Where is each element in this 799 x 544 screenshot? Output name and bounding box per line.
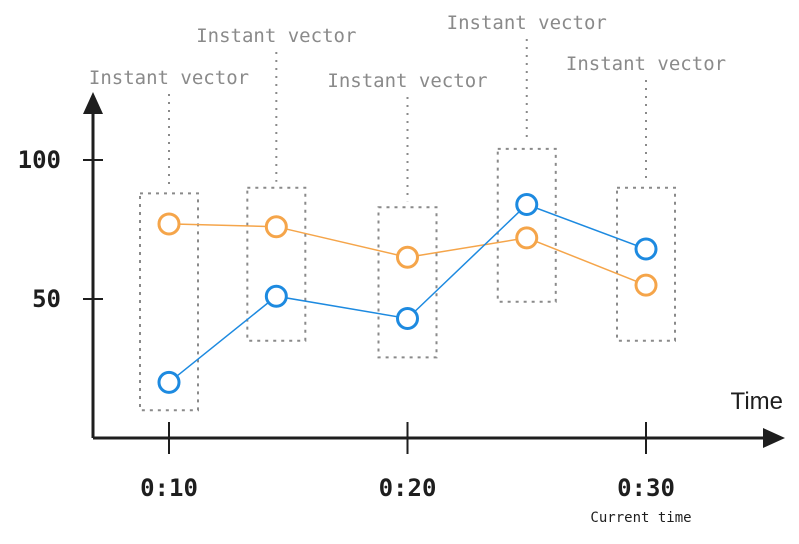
x-tick-label: 0:10 xyxy=(140,474,198,502)
series-blue-line xyxy=(168,203,647,383)
instant-vector-box xyxy=(246,186,307,342)
instant-vector-boxes xyxy=(139,147,676,412)
series-orange-point xyxy=(515,226,539,250)
series-blue-point xyxy=(157,370,181,394)
series-blue-point xyxy=(396,306,419,330)
series-orange-point xyxy=(634,273,658,297)
series-points xyxy=(157,192,658,394)
instant-vector-leaders xyxy=(168,39,647,202)
instant-vector-box xyxy=(139,192,199,412)
series-blue-point xyxy=(634,237,658,261)
series-orange-point xyxy=(157,212,181,236)
instant-vector-label: Instant vector xyxy=(447,12,607,34)
instant-vector-box xyxy=(616,186,676,342)
x-axis-arrowhead xyxy=(763,428,785,448)
series-orange-point xyxy=(264,215,288,239)
axes xyxy=(83,92,785,448)
instant-vector-callouts: Instant vector Instant vector Instant vect… xyxy=(89,12,726,92)
instant-vector-label: Instant vector xyxy=(196,25,356,47)
y-axis-arrowhead xyxy=(83,92,103,114)
instant-vector-label: Instant vector xyxy=(327,70,487,92)
x-tick-label: 0:20 xyxy=(379,474,437,502)
instant-vector-box xyxy=(377,206,438,359)
series-blue-point xyxy=(515,192,539,216)
y-tick-label: 50 xyxy=(32,285,61,313)
series-lines xyxy=(168,203,647,383)
instant-vector-box xyxy=(496,147,557,303)
current-time-note: Current time xyxy=(590,510,691,526)
x-axis-title: Time xyxy=(731,388,783,415)
instant-vector-label: Instant vector xyxy=(566,53,726,75)
instant-vector-label: Instant vector xyxy=(89,67,249,89)
x-tick-label: 0:30 xyxy=(617,474,675,502)
axis-ticks: 50 100 0:10 0:20 0:30 xyxy=(18,146,675,502)
series-blue-point xyxy=(264,284,288,308)
series-orange-point xyxy=(396,245,419,269)
y-tick-label: 100 xyxy=(18,146,61,174)
